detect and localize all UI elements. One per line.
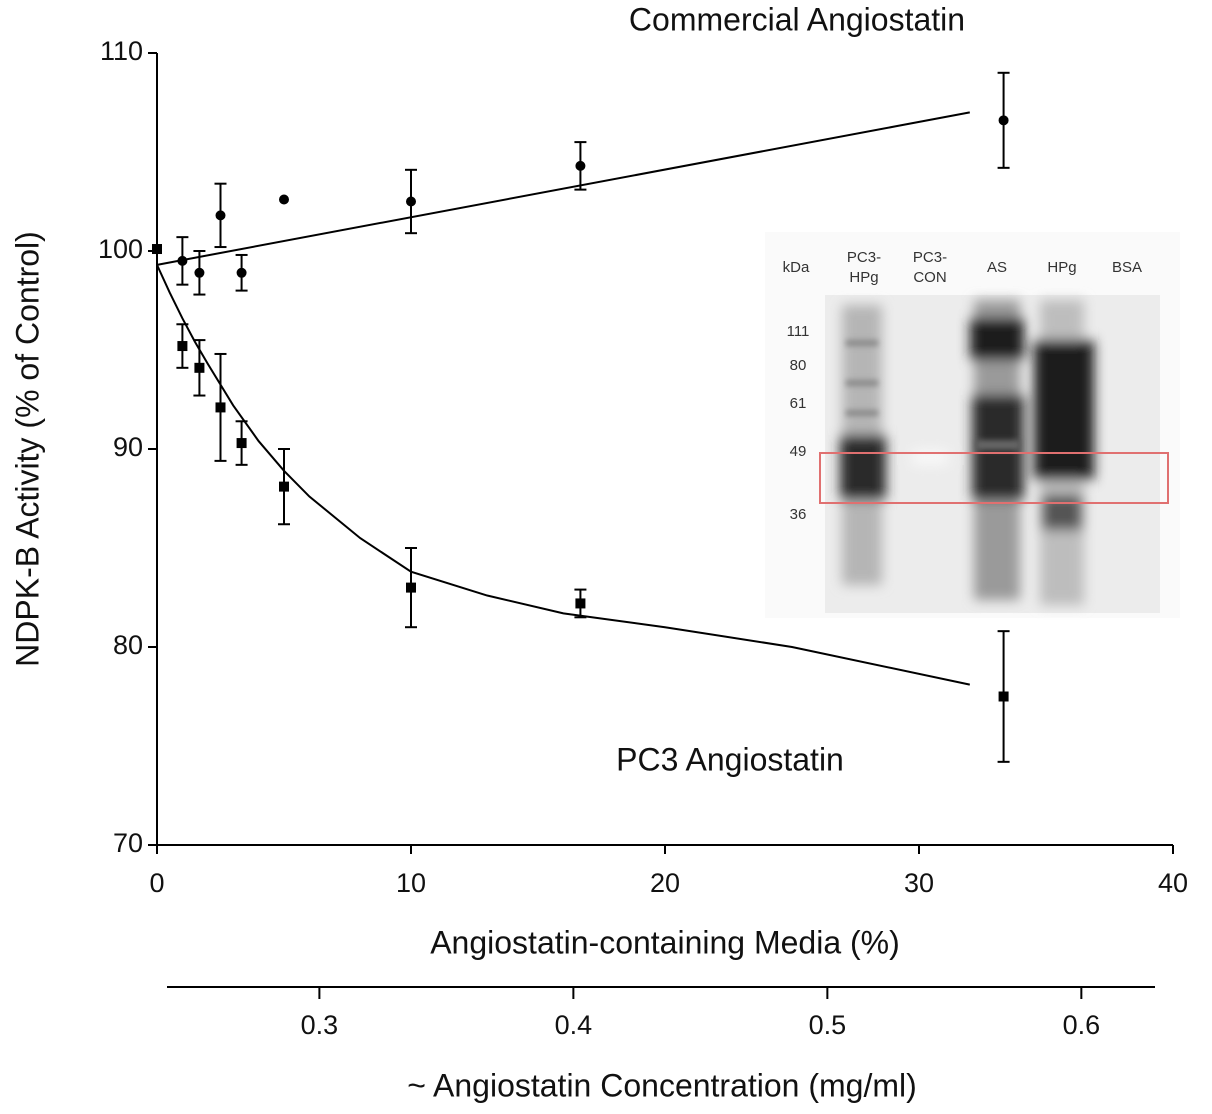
x2-tick-label: 0.3 xyxy=(301,1010,339,1040)
marker-label: 61 xyxy=(790,395,807,412)
x2-tick-label: 0.4 xyxy=(555,1010,593,1040)
lane-label: BSA xyxy=(1112,259,1142,276)
point xyxy=(998,691,1009,702)
x2-axis-title: ~ Angiostatin Concentration (mg/ml) xyxy=(407,1067,917,1103)
series-label: Commercial Angiostatin xyxy=(629,1,965,37)
lane-label: AS xyxy=(987,259,1007,276)
point xyxy=(279,481,289,492)
point xyxy=(215,210,226,221)
lane-label: HPg xyxy=(849,269,878,286)
point xyxy=(575,598,586,609)
marker-label: 49 xyxy=(790,443,807,460)
point xyxy=(177,341,188,352)
gel-header: kDa xyxy=(783,259,810,276)
x-tick-label: 30 xyxy=(904,868,934,898)
lane-label: PC3- xyxy=(913,249,947,266)
point xyxy=(215,402,226,413)
marker-label: 80 xyxy=(790,357,807,374)
highlight-box xyxy=(819,452,1169,504)
x2-tick-label: 0.5 xyxy=(809,1010,847,1040)
point xyxy=(177,255,188,266)
point xyxy=(236,267,247,278)
point xyxy=(279,194,289,205)
y-tick-label: 110 xyxy=(100,36,143,66)
lane-label: HPg xyxy=(1047,259,1076,276)
y-axis-title: NDPK-B Activity (% of Control) xyxy=(9,231,45,667)
y-tick-label: 90 xyxy=(113,432,143,462)
point xyxy=(406,582,416,593)
x2-tick-label: 0.6 xyxy=(1063,1010,1101,1040)
y-tick-label: 80 xyxy=(113,630,143,660)
x-axis-title: Angiostatin-containing Media (%) xyxy=(430,924,900,960)
gel-detail xyxy=(846,340,1020,450)
x-tick-label: 10 xyxy=(396,868,426,898)
point xyxy=(152,244,162,255)
point xyxy=(194,267,205,278)
x-tick-label: 40 xyxy=(1158,868,1188,898)
x-tick-label: 20 xyxy=(650,868,680,898)
y-tick-label: 100 xyxy=(98,234,143,264)
point xyxy=(236,438,247,449)
gel-inset xyxy=(765,232,1180,618)
lane-label: PC3- xyxy=(847,249,881,266)
point xyxy=(575,160,586,171)
point xyxy=(998,115,1009,126)
fit-line xyxy=(156,111,970,266)
point xyxy=(194,362,205,373)
lane-label: CON xyxy=(913,269,946,286)
y-tick-label: 70 xyxy=(113,828,143,858)
x-tick-label: 0 xyxy=(149,868,164,898)
series-label: PC3 Angiostatin xyxy=(616,741,844,777)
fit-line xyxy=(156,264,971,686)
marker-label: 36 xyxy=(790,506,807,523)
marker-label: 111 xyxy=(787,323,810,340)
point xyxy=(406,196,416,207)
